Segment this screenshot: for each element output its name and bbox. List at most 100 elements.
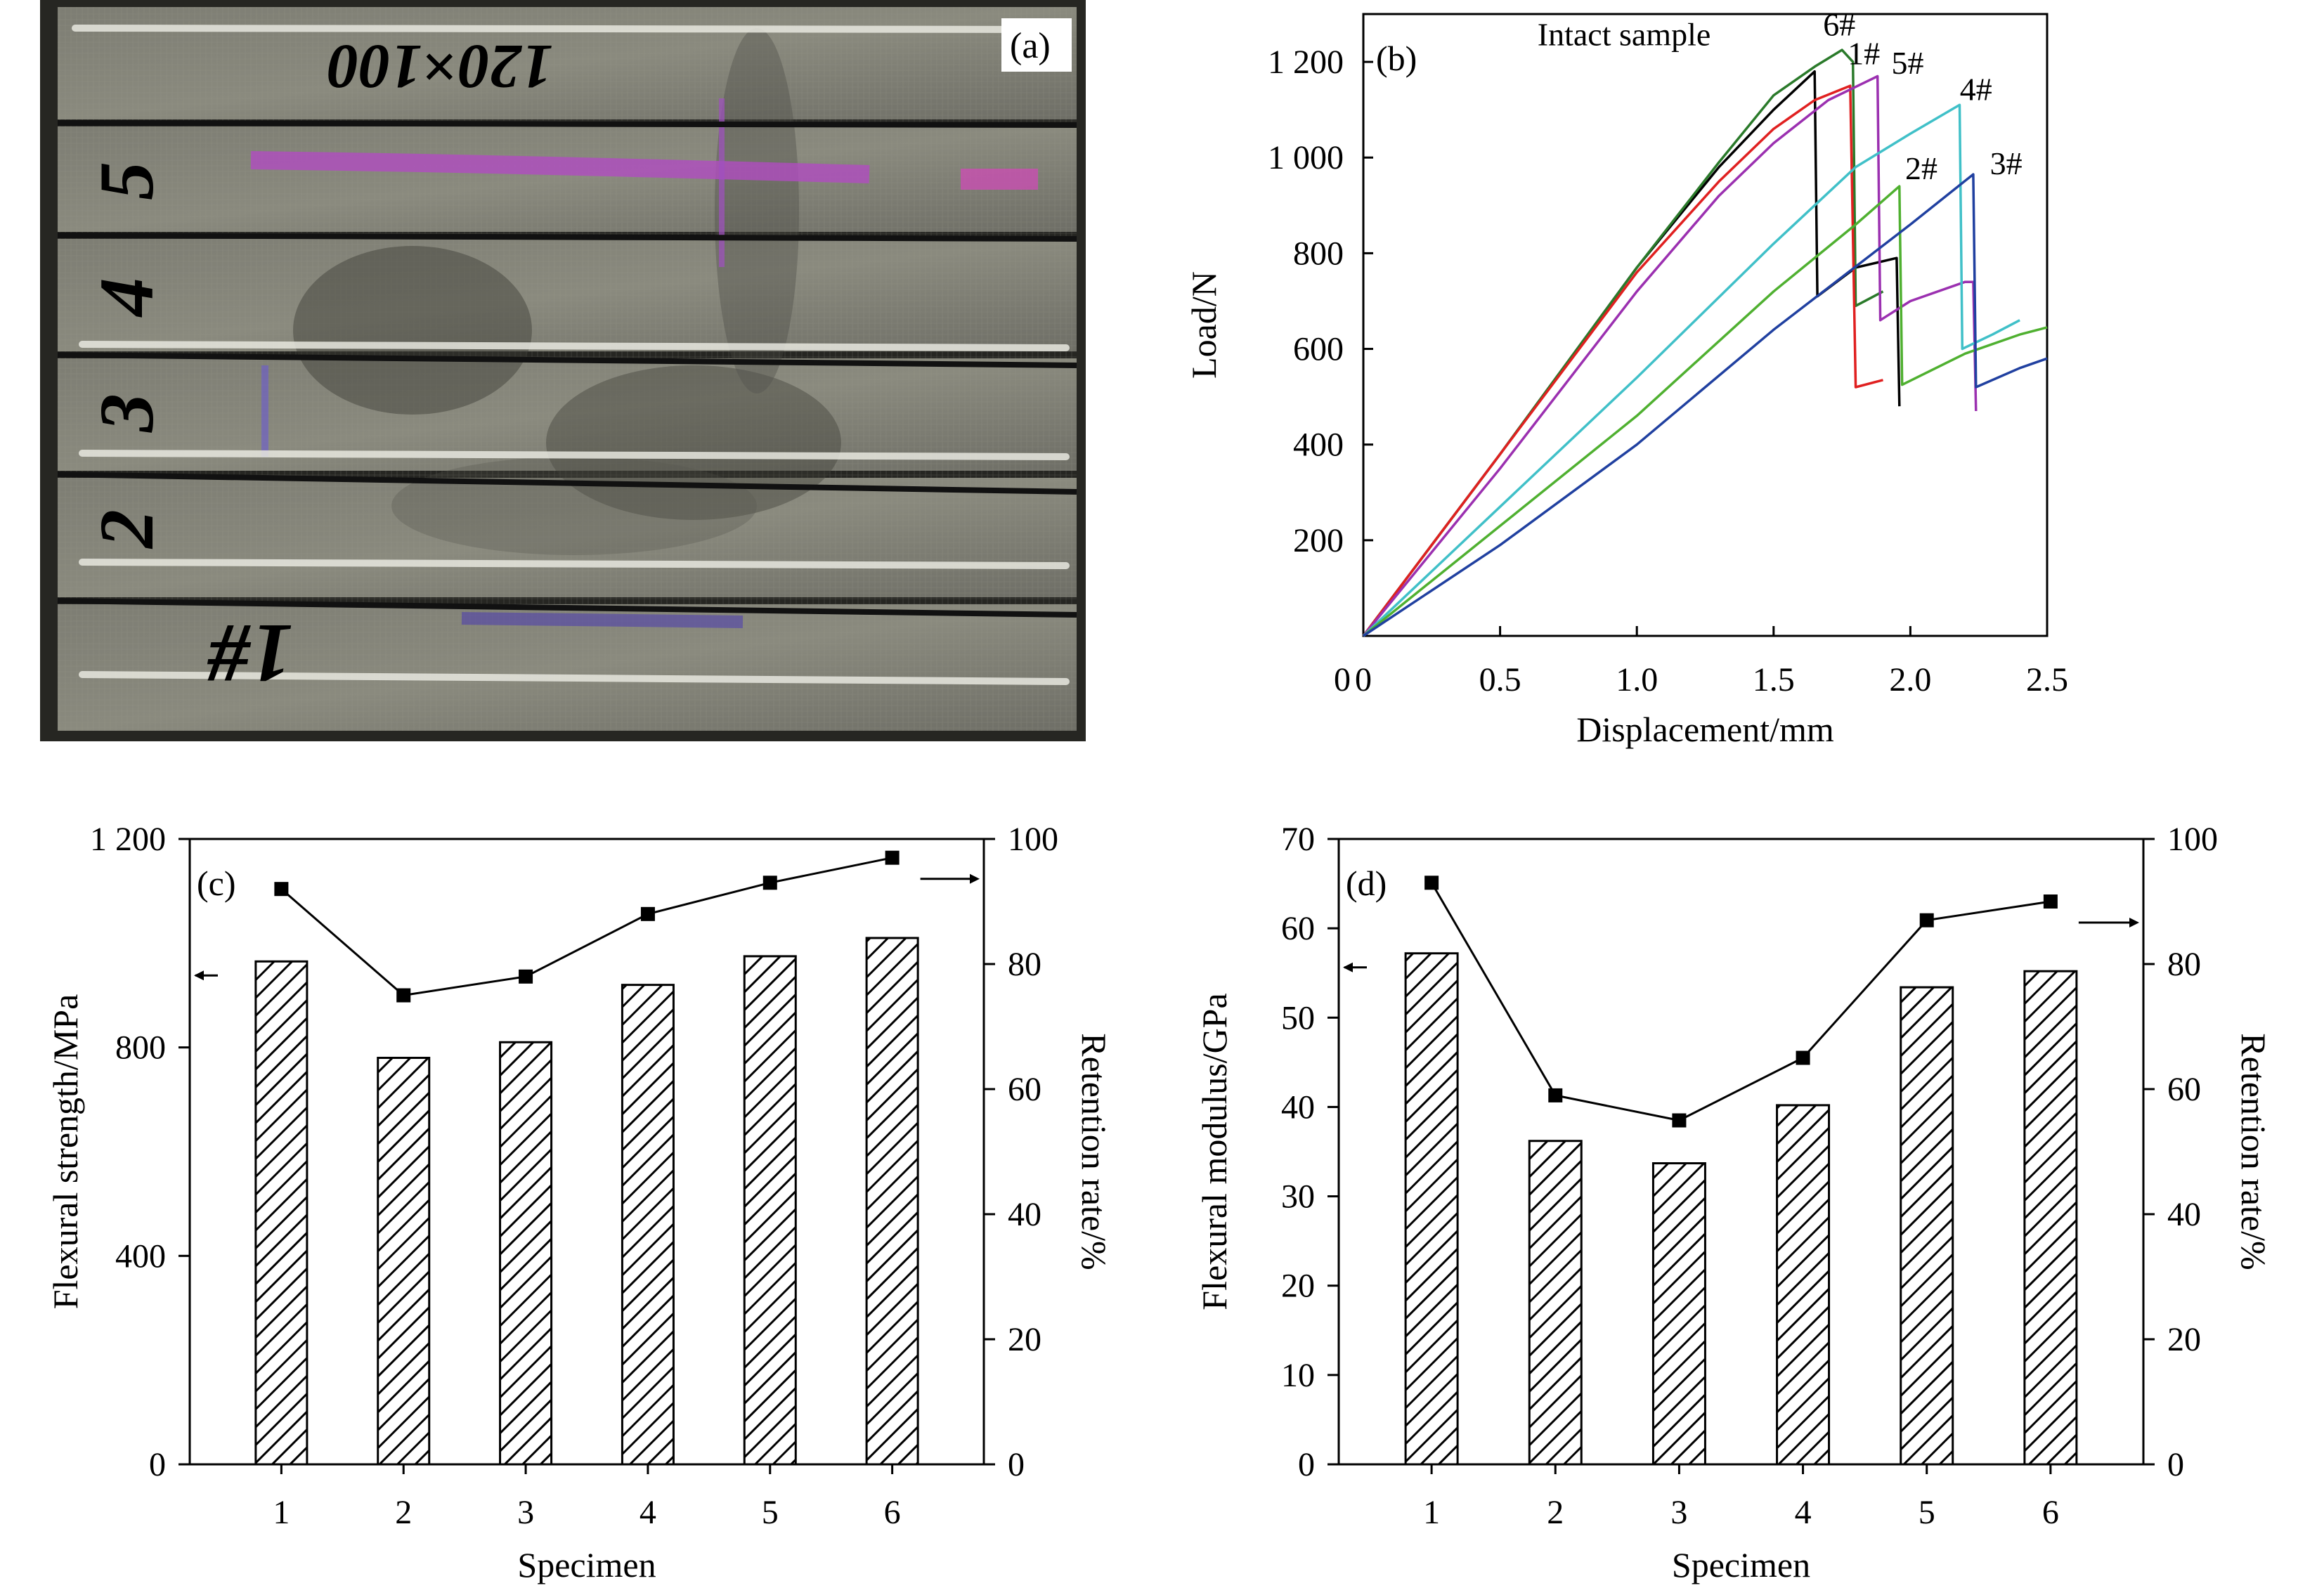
bar (621, 984, 675, 1466)
y-right-tick-label: 80 (1008, 946, 1041, 983)
x-tick-label: 4 (1795, 1494, 1812, 1531)
bar (377, 1057, 431, 1466)
retention-point (1796, 1050, 1810, 1065)
y-right-tick-label: 40 (1008, 1196, 1041, 1233)
retention-point (640, 906, 655, 921)
x-axis-title: Specimen (517, 1545, 656, 1584)
left-axis-arrowhead (194, 970, 204, 981)
flexural-modulus-chart: 0 10 20 30 40 50 60 70 0 20 40 60 80 100 1 2 3 4 5 6 Specime… (1195, 821, 2273, 1584)
bar (499, 1041, 553, 1466)
panel-label: (d) (1346, 864, 1387, 903)
x-tick-label: 1.5 (1753, 661, 1795, 698)
series-line (1362, 185, 2048, 637)
series-label: Intact sample (1538, 16, 1711, 52)
series-label: 3# (1990, 145, 2023, 181)
bar-gaps (57, 120, 1077, 618)
left-axis-arrowhead (1343, 962, 1353, 972)
y-axis-title: Load/N (1184, 271, 1223, 379)
series-line (1362, 74, 1978, 637)
x-tick-label: 2.5 (2026, 661, 2068, 698)
bar-label-4: 2 (84, 509, 169, 549)
x-tick-label: 3 (517, 1494, 534, 1531)
y-tick-label: 600 (1293, 331, 1344, 368)
y-tick-label: 1 200 (1268, 44, 1344, 81)
y-tick-label: 30 (1281, 1178, 1315, 1216)
y-right-tick-label: 100 (1008, 821, 1058, 858)
y-right-tick-label: 0 (1008, 1446, 1025, 1483)
series-label: 6# (1823, 7, 1855, 43)
x-tick-label: 6 (884, 1494, 901, 1531)
white-edge-strips (72, 25, 1070, 685)
series-label: 2# (1905, 150, 1937, 186)
retention-point (396, 988, 411, 1003)
y-tick-label: 400 (1293, 427, 1344, 464)
y-tick-label: 50 (1281, 999, 1315, 1036)
y-tick-label: 10 (1281, 1357, 1315, 1394)
y-tick-label: 60 (1281, 910, 1315, 947)
x-tick-label: 0 (1355, 661, 1372, 698)
bar (1776, 1104, 1831, 1466)
specimen-photo: 120×100 5 4 3 2 1# (a) (40, 0, 1086, 741)
x-axis-title: Specimen (1672, 1545, 1810, 1584)
retention-point (1672, 1113, 1687, 1128)
panel-a-label-box (1001, 18, 1072, 72)
x-origin-label: 0 (1334, 661, 1351, 698)
retention-point (762, 876, 777, 890)
y-right-tick-label: 0 (2167, 1446, 2184, 1483)
x-tick-label: 4 (640, 1494, 656, 1531)
plot-frame (1337, 838, 2145, 1466)
bar (1651, 1162, 1706, 1466)
retention-point (2043, 894, 2058, 909)
y-axis-title: Flexural modulus/GPa (1195, 993, 1234, 1310)
series-line (1363, 173, 2048, 637)
y-tick-label: 800 (1293, 235, 1344, 272)
panel-a-label: (a) (1010, 26, 1051, 66)
y-tick-label: 400 (115, 1237, 166, 1275)
x-tick-label: 2 (395, 1494, 412, 1531)
y-right-tick-label: 60 (1008, 1071, 1041, 1108)
retention-line (1430, 882, 2051, 1122)
y-right-axis-title: Retention rate/% (1075, 1033, 1114, 1270)
y-right-tick-label: 20 (2167, 1321, 2201, 1358)
bar (743, 955, 797, 1466)
series-label: 4# (1960, 72, 1992, 108)
bar-label-3: 3 (84, 393, 169, 433)
x-tick-label: 2.0 (1889, 661, 1931, 698)
y-tick-label: 1 200 (90, 821, 166, 858)
x-tick-label: 0.5 (1479, 661, 1521, 698)
y-right-tick-label: 80 (2167, 946, 2201, 983)
y-tick-label: 0 (149, 1446, 166, 1483)
x-tick-label: 5 (1919, 1494, 1935, 1531)
retention-point (1919, 913, 1934, 928)
series-label: 5# (1892, 45, 1924, 81)
y-right-tick-label: 20 (1008, 1321, 1041, 1358)
bar-label-2: 4 (84, 278, 169, 318)
y-right-tick-label: 100 (2167, 821, 2218, 858)
x-tick-label: 1.0 (1616, 661, 1658, 698)
y-right-tick-label: 60 (2167, 1071, 2201, 1108)
x-tick-label: 1 (273, 1494, 290, 1531)
right-axis-arrowhead (2129, 918, 2139, 928)
retention-point (1548, 1088, 1563, 1102)
y-tick-label: 20 (1281, 1268, 1315, 1305)
panel-label: (b) (1376, 39, 1417, 78)
bar-labels: 120×100 5 4 3 2 1# (84, 32, 553, 701)
y-tick-label: 0 (1298, 1446, 1315, 1483)
bar-label-1: 5 (84, 162, 169, 200)
bar (1528, 1140, 1583, 1466)
x-tick-label: 5 (762, 1494, 779, 1531)
bar (2023, 970, 2078, 1466)
y-tick-label: 40 (1281, 1088, 1315, 1126)
series-line (1362, 103, 2020, 637)
y-tick-label: 70 (1281, 821, 1315, 858)
retention-point (519, 969, 533, 984)
y-axis-title: Flexural strength/MPa (46, 994, 85, 1310)
x-tick-label: 2 (1547, 1494, 1564, 1531)
retention-point (274, 882, 289, 897)
panel-label: (c) (197, 864, 236, 903)
series-line (1362, 48, 1884, 637)
right-axis-arrowhead (970, 873, 980, 884)
x-tick-label: 1 (1423, 1494, 1440, 1531)
y-right-tick-label: 40 (2167, 1196, 2201, 1233)
load-displacement-chart: 0 0.5 1.0 1.5 2.0 2.5 200 400 600 800 1 000 1 200 Di… (1184, 7, 2068, 749)
